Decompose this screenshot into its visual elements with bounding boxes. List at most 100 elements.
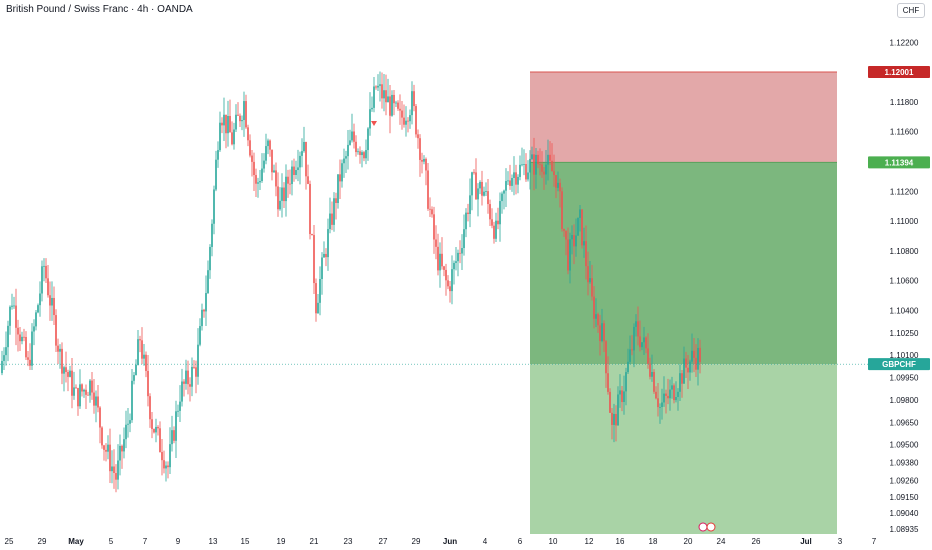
candle-body	[351, 131, 353, 141]
candle-body	[297, 167, 299, 171]
candle-body	[173, 430, 175, 441]
candle-body	[55, 315, 57, 346]
candle-body	[51, 297, 53, 306]
candle-body	[111, 466, 113, 472]
candle-body	[441, 253, 443, 267]
y-tick-label: 1.10250	[890, 329, 919, 338]
candle-body	[273, 170, 275, 173]
x-tick-label: 13	[209, 537, 218, 546]
candle-body	[445, 269, 447, 281]
candle-body	[595, 314, 597, 319]
candle-body	[153, 428, 155, 433]
symbol-price-badge: GBPCHF	[882, 360, 916, 369]
candle-body	[519, 164, 521, 177]
candle-body	[577, 217, 579, 236]
x-tick-label: 24	[717, 537, 726, 546]
candle-body	[207, 270, 209, 294]
candle-body	[485, 191, 487, 192]
candle-body	[235, 114, 237, 130]
candle-body	[593, 296, 595, 319]
candle-body	[679, 373, 681, 392]
candle-body	[107, 444, 109, 452]
x-tick-label: 10	[549, 537, 558, 546]
candle-body	[509, 180, 511, 186]
price-badges: 1.12001 1.11394 GBPCHF	[868, 65, 930, 371]
candle-body	[391, 94, 393, 116]
candle-body	[249, 140, 251, 156]
candle-body	[237, 114, 239, 116]
candle-body	[405, 120, 407, 125]
x-tick-label: 27	[379, 537, 388, 546]
candle-body	[361, 152, 363, 156]
candle-body	[65, 367, 67, 373]
stop-price-badge-bg	[868, 65, 930, 78]
candle-body	[43, 265, 45, 267]
candle-body	[171, 430, 173, 445]
candle-body	[429, 208, 431, 210]
y-tick-label: 1.10800	[890, 247, 919, 256]
candle-body	[603, 323, 605, 342]
x-tick-label: 6	[518, 537, 523, 546]
candle-body	[621, 390, 623, 403]
candle-body	[85, 389, 87, 395]
candle-body	[133, 375, 135, 381]
candle-body	[323, 253, 325, 258]
candle-body	[53, 297, 55, 316]
candle-body	[191, 366, 193, 387]
x-tick-label: 19	[277, 537, 286, 546]
candle-body	[71, 370, 73, 396]
candle-body	[311, 234, 313, 236]
candle-body	[465, 212, 467, 230]
candle-body	[461, 248, 463, 254]
candle-body	[183, 381, 185, 384]
candle-body	[357, 151, 359, 153]
events-icon[interactable]	[698, 522, 708, 532]
candle-body	[29, 359, 31, 366]
candle-body	[399, 108, 401, 111]
candle-body	[321, 257, 323, 280]
candle-body	[95, 396, 97, 406]
candle-body	[137, 339, 139, 365]
currency-button[interactable]: CHF	[897, 3, 925, 18]
candle-body	[615, 413, 617, 426]
candle-body	[469, 195, 471, 215]
dividend-marker-icon[interactable]	[371, 121, 377, 126]
candle-body	[529, 158, 531, 173]
candle-body	[49, 295, 51, 306]
candle-body	[631, 349, 633, 351]
candle-body	[375, 86, 377, 88]
candle-body	[559, 182, 561, 192]
candle-body	[27, 357, 29, 360]
candle-body	[395, 102, 397, 104]
candle-body	[649, 363, 651, 377]
y-tick-label: 1.09650	[890, 418, 919, 427]
candle-body	[309, 183, 311, 235]
candle-body	[657, 398, 659, 408]
candle-body	[583, 241, 585, 246]
x-tick-label: 7	[872, 537, 877, 546]
candle-body	[501, 193, 503, 202]
x-tick-label: 4	[483, 537, 488, 546]
candle-body	[139, 339, 141, 341]
time-axis[interactable]: 25 29 May 5 7 9 13 15 19 21 23 27 29 Jun 4 6 10 12 16 18 20 2…	[5, 537, 877, 546]
candle-body	[267, 140, 269, 147]
candle-body	[371, 107, 373, 110]
candle-body	[227, 115, 229, 134]
candle-body	[363, 152, 365, 159]
x-tick-label: Jul	[800, 537, 812, 546]
candle-body	[675, 397, 677, 401]
y-tick-label: 1.08935	[890, 525, 919, 534]
y-tick-label: 1.12200	[890, 38, 919, 47]
candle-body	[301, 151, 303, 156]
candle-body	[141, 340, 143, 359]
candle-body	[177, 410, 179, 412]
candle-body	[597, 314, 599, 326]
candle-body	[279, 200, 281, 210]
candle-body	[239, 115, 241, 122]
candle-body	[13, 305, 15, 307]
economic-event-icon[interactable]	[706, 522, 716, 532]
price-axis[interactable]: 1.12200 1.11800 1.11600 1.11200 1.11000 1.108…	[890, 38, 919, 533]
candle-body	[245, 101, 247, 128]
